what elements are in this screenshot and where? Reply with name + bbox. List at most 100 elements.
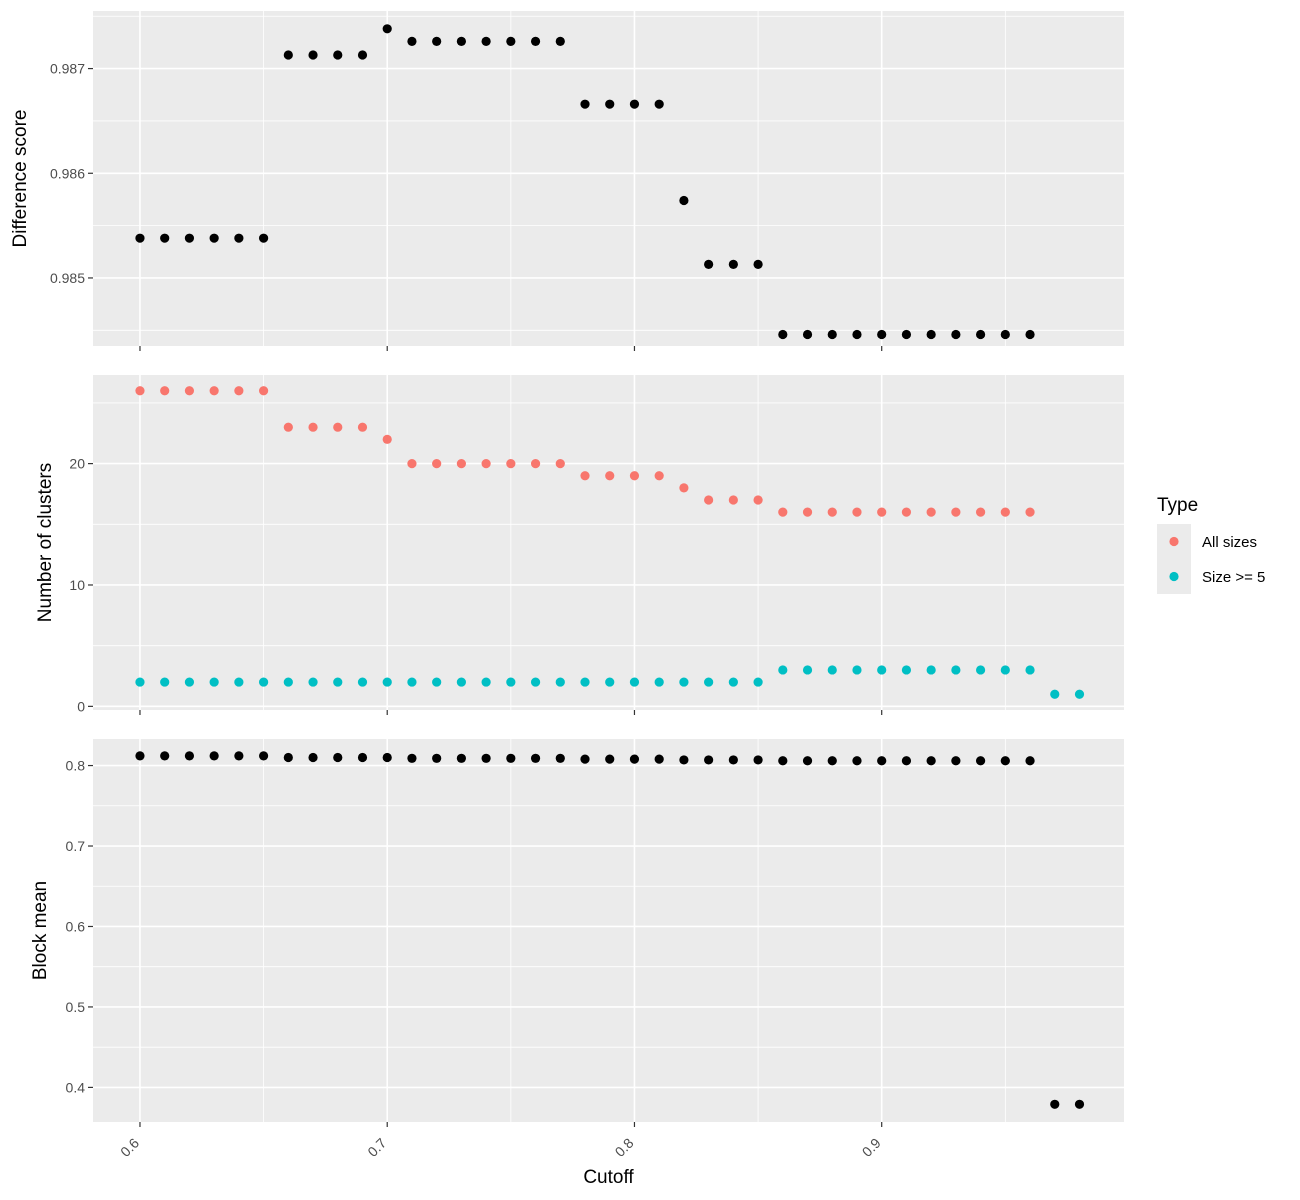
data-point [580, 99, 590, 109]
data-point [135, 751, 145, 761]
data-point [234, 233, 244, 243]
data-point [704, 259, 714, 269]
x-tick-label: 0.6 [117, 1135, 142, 1160]
data-point [1074, 689, 1085, 699]
data-point [802, 756, 813, 766]
data-point [481, 677, 491, 687]
data-point [333, 752, 343, 763]
data-point [456, 36, 466, 46]
data-point [951, 756, 961, 766]
series-points [135, 386, 1035, 517]
panel-background [93, 11, 1124, 346]
data-point [827, 507, 837, 517]
data-point [975, 756, 986, 766]
data-point [333, 677, 343, 687]
legend-label: All sizes [1202, 534, 1257, 551]
data-point [778, 507, 788, 517]
data-point [1025, 665, 1035, 675]
series-points [135, 665, 1085, 699]
data-point [1000, 665, 1010, 675]
data-point [258, 677, 269, 687]
data-point [704, 755, 714, 765]
data-point [802, 665, 813, 675]
data-point [852, 665, 862, 675]
legend-item: Size >= 5 [1157, 559, 1265, 594]
x-tick-label: 0.9 [859, 1135, 884, 1160]
data-point [209, 751, 219, 761]
data-point [308, 752, 318, 763]
data-point [654, 677, 664, 687]
data-point [877, 756, 887, 766]
data-point [926, 507, 936, 517]
x-axis-title: Cutoff [583, 1167, 634, 1188]
data-point [308, 677, 318, 687]
data-point [456, 677, 466, 687]
data-point [407, 677, 417, 687]
data-point [728, 259, 738, 269]
data-point [382, 752, 392, 763]
data-point [827, 665, 837, 675]
y-tick-label: 0.8 [66, 758, 86, 774]
y-tick-label: 0.6 [66, 918, 86, 934]
data-point [1000, 329, 1010, 340]
data-point [580, 677, 590, 687]
data-point [160, 233, 170, 243]
data-point [1050, 689, 1060, 699]
data-point [308, 50, 318, 60]
data-point [258, 751, 269, 761]
y-tick-label: 20 [69, 456, 85, 472]
y-tick-label: 0.4 [66, 1079, 86, 1095]
data-point [901, 756, 912, 766]
y-tick-label: 0.986 [50, 165, 85, 181]
data-point [481, 36, 491, 46]
data-point [456, 753, 466, 763]
data-point [234, 751, 244, 761]
data-point [357, 677, 368, 687]
data-point [333, 422, 343, 432]
data-point [926, 329, 936, 340]
data-point [629, 677, 640, 687]
data-point [926, 665, 936, 675]
data-point [432, 36, 442, 46]
legend-label: Size >= 5 [1202, 569, 1265, 586]
data-point [629, 471, 640, 481]
data-point [407, 459, 417, 469]
data-point [975, 329, 986, 340]
data-point [308, 422, 318, 432]
data-point [802, 329, 813, 340]
data-point [877, 665, 887, 675]
data-point [778, 329, 788, 340]
data-point [555, 677, 565, 687]
data-point [778, 665, 788, 675]
y-tick-label: 0.987 [50, 61, 85, 77]
data-point [432, 677, 442, 687]
data-point [209, 386, 219, 396]
data-point [530, 459, 541, 469]
data-point [481, 459, 491, 469]
legend-swatch [1169, 571, 1179, 582]
data-point [382, 24, 392, 34]
data-point [753, 259, 763, 269]
chart-panels: 0.985 0.986 0.987 Difference score 0 10 20 Numb… [10, 11, 1124, 1188]
data-point [877, 507, 887, 517]
data-point [654, 99, 664, 109]
data-point [1025, 329, 1035, 340]
data-point [160, 751, 170, 761]
data-point [456, 459, 466, 469]
series-points [135, 751, 1085, 1109]
data-point [580, 471, 590, 481]
data-point [258, 233, 269, 243]
data-point [506, 459, 516, 469]
data-point [530, 36, 541, 46]
data-point [283, 752, 293, 763]
legend-title: Type [1157, 495, 1198, 516]
data-point [530, 753, 541, 763]
data-point [951, 507, 961, 517]
data-point [629, 754, 640, 764]
data-point [951, 665, 961, 675]
legend-item: All sizes [1157, 524, 1257, 559]
legend: Type All sizes Size >= 5 [1157, 495, 1265, 594]
data-point [877, 329, 887, 340]
data-point [605, 471, 615, 481]
data-point [1025, 756, 1035, 766]
